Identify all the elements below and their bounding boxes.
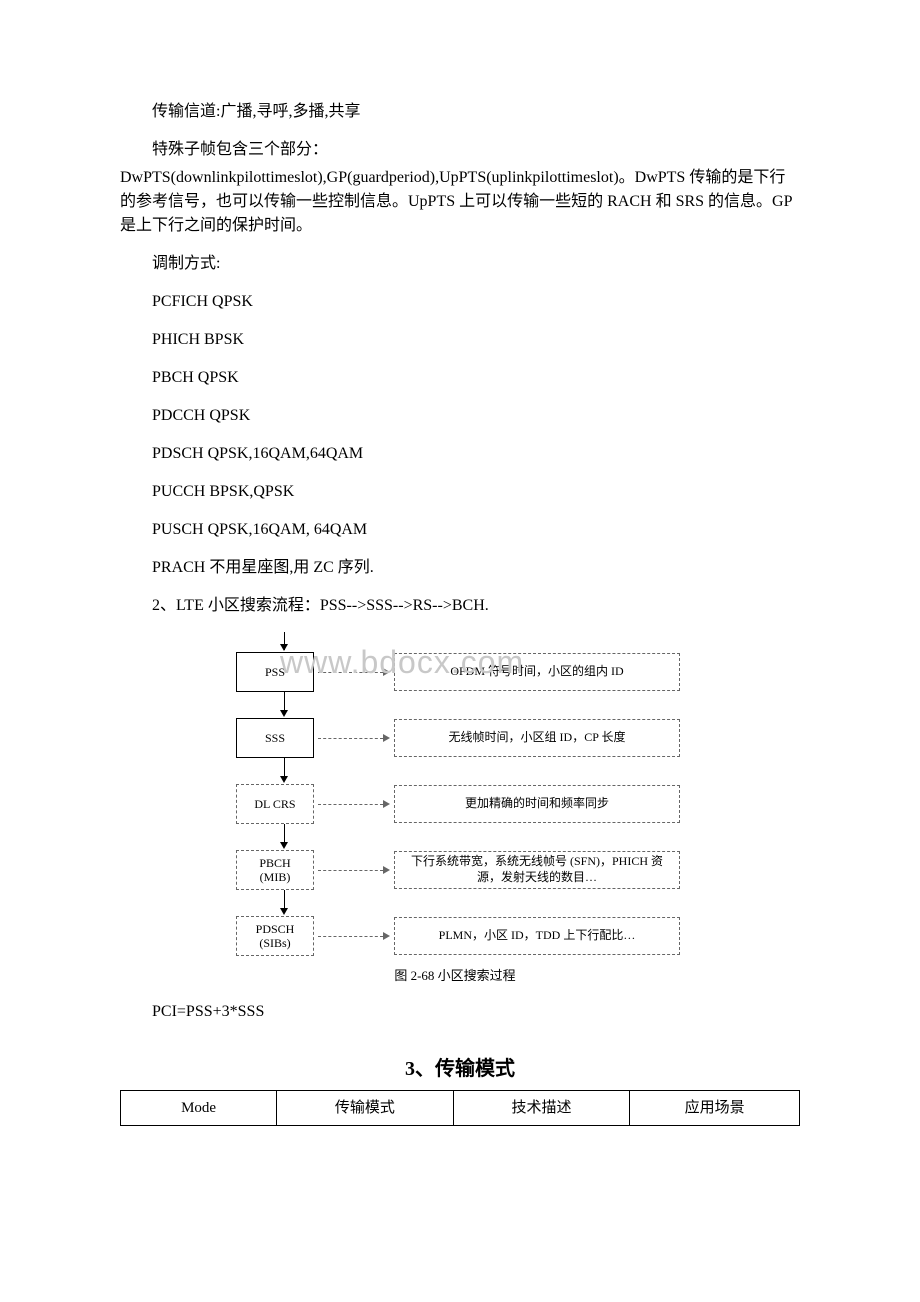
mod-phich: PHICH BPSK bbox=[120, 328, 800, 352]
flowchart-cell-search: www.bdocx.com PSSOFDM 符号时间，小区的组内 IDSSS无线… bbox=[220, 632, 690, 986]
th-mode: Mode bbox=[121, 1090, 277, 1126]
mod-pdsch: PDSCH QPSK,16QAM,64QAM bbox=[120, 442, 800, 466]
flow-desc-pbch: 下行系统带宽，系统无线帧号 (SFN)，PHICH 资源，发射天线的数目… bbox=[394, 851, 680, 889]
flow-varrow-pbch bbox=[274, 890, 294, 916]
flowchart-caption: 图 2-68 小区搜索过程 bbox=[220, 966, 690, 986]
flow-row-dlcrs: DL CRS 更加精确的时间和频率同步 bbox=[220, 784, 690, 824]
flow-harrow-pbch bbox=[314, 866, 394, 874]
flow-varrow-pss bbox=[274, 692, 294, 718]
paragraph-transport-channel: 传输信道:广播,寻呼,多播,共享 bbox=[120, 100, 800, 124]
mod-pusch: PUSCH QPSK,16QAM, 64QAM bbox=[120, 518, 800, 542]
mod-pbch: PBCH QPSK bbox=[120, 366, 800, 390]
flow-desc-sss: 无线帧时间，小区组 ID，CP 长度 bbox=[394, 719, 680, 757]
flow-row-sss: SSS 无线帧时间，小区组 ID，CP 长度 bbox=[220, 718, 690, 758]
paragraph-cell-search: 2、LTE 小区搜索流程：PSS-->SSS-->RS-->BCH. bbox=[120, 594, 800, 618]
flow-node-sss: SSS bbox=[236, 718, 314, 758]
flow-harrow-pss bbox=[314, 668, 394, 676]
mod-pucch: PUCCH BPSK,QPSK bbox=[120, 480, 800, 504]
flow-varrow-sss bbox=[274, 758, 294, 784]
flow-desc-pdsch: PLMN，小区 ID，TDD 上下行配比… bbox=[394, 917, 680, 955]
flow-row-pbch: PBCH (MIB) 下行系统带宽，系统无线帧号 (SFN)，PHICH 资源，发… bbox=[220, 850, 690, 890]
paragraph-subframe-detail: DwPTS(downlinkpilottimeslot),GP(guardper… bbox=[120, 166, 800, 238]
mod-pcfich: PCFICH QPSK bbox=[120, 290, 800, 314]
flow-harrow-sss bbox=[314, 734, 394, 742]
section-heading-transmission-mode: 3、传输模式 bbox=[120, 1054, 800, 1084]
flow-row-pss: PSS OFDM 符号时间，小区的组内 ID bbox=[220, 652, 690, 692]
flow-desc-pss: OFDM 符号时间，小区的组内 ID bbox=[394, 653, 680, 691]
flow-node-dlcrs: DL CRS bbox=[236, 784, 314, 824]
flow-node-pdsch: PDSCH (SIBs) bbox=[236, 916, 314, 956]
th-scene: 应用场景 bbox=[630, 1090, 800, 1126]
flow-varrow-dlcrs bbox=[274, 824, 294, 850]
th-desc: 技术描述 bbox=[453, 1090, 630, 1126]
mod-prach: PRACH 不用星座图,用 ZC 序列. bbox=[120, 556, 800, 580]
flow-row-pdsch: PDSCH (SIBs) PLMN，小区 ID，TDD 上下行配比… bbox=[220, 916, 690, 956]
flow-harrow-pdsch bbox=[314, 932, 394, 940]
paragraph-modulation-heading: 调制方式: bbox=[120, 252, 800, 276]
flow-node-pbch: PBCH (MIB) bbox=[236, 850, 314, 890]
flow-desc-dlcrs: 更加精确的时间和频率同步 bbox=[394, 785, 680, 823]
flow-node-pss: PSS bbox=[236, 652, 314, 692]
flow-harrow-dlcrs bbox=[314, 800, 394, 808]
paragraph-subframe-intro: 特殊子帧包含三个部分： bbox=[120, 138, 800, 162]
th-txmode: 传输模式 bbox=[277, 1090, 454, 1126]
table-header-row: Mode 传输模式 技术描述 应用场景 bbox=[121, 1090, 800, 1126]
transmission-mode-table: Mode 传输模式 技术描述 应用场景 bbox=[120, 1090, 800, 1127]
mod-pdcch: PDCCH QPSK bbox=[120, 404, 800, 428]
paragraph-pci-formula: PCI=PSS+3*SSS bbox=[120, 1000, 800, 1024]
